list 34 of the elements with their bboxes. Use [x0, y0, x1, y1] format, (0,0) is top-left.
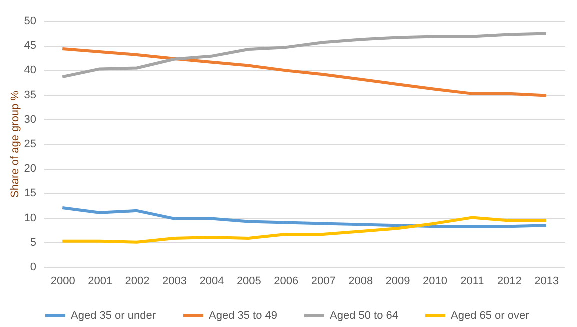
- y-tick-label: 0: [30, 262, 36, 274]
- y-tick-label: 25: [24, 138, 36, 150]
- x-tick-label: 2007: [311, 276, 336, 288]
- x-tick-label: 2003: [162, 276, 187, 288]
- x-tick-label: 2002: [125, 276, 150, 288]
- x-tick-label: 2010: [423, 276, 448, 288]
- y-tick-label: 15: [24, 188, 36, 200]
- x-tick-label: 2006: [274, 276, 299, 288]
- y-tick-label: 35: [24, 89, 36, 102]
- x-tick-label: 2013: [534, 276, 560, 288]
- legend-label: Aged 35 to 49: [209, 310, 278, 322]
- x-tick-label: 2005: [236, 276, 262, 288]
- legend-label: Aged 50 to 64: [330, 310, 399, 322]
- line-series: [61, 206, 548, 228]
- y-tick-label: 5: [30, 236, 36, 249]
- y-axis-title: Share of age group %: [9, 90, 22, 198]
- x-tick-label: 2004: [200, 276, 224, 288]
- line-series: [61, 216, 548, 244]
- x-tick-label: 2012: [497, 276, 522, 288]
- legend-label: Aged 35 or under: [71, 310, 156, 322]
- x-tick-label: 2009: [386, 276, 410, 288]
- x-tick-label: 2008: [348, 276, 374, 288]
- y-tick-label: 30: [24, 114, 36, 126]
- y-tick-label: 40: [24, 64, 36, 77]
- x-tick-label: 2001: [88, 276, 113, 288]
- legend-label: Aged 65 or over: [451, 310, 530, 322]
- y-tick-label: 20: [24, 163, 36, 176]
- y-tick-label: 50: [24, 16, 36, 28]
- x-tick-label: 2011: [460, 276, 484, 288]
- line-series: [61, 32, 548, 79]
- x-tick-label: 2000: [50, 276, 76, 288]
- line-series: [61, 48, 548, 98]
- y-tick-label: 10: [24, 212, 36, 224]
- y-tick-label: 45: [24, 40, 36, 52]
